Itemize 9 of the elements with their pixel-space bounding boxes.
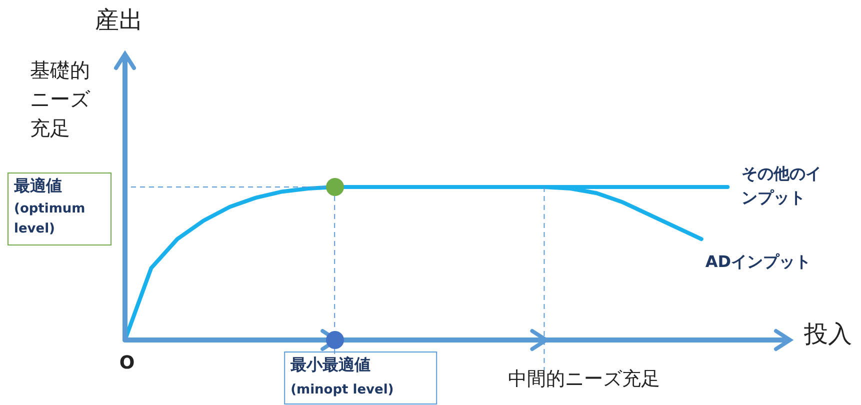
series-label: ADインプット bbox=[705, 252, 812, 272]
text: 産出 bbox=[95, 6, 143, 34]
ref-line-label: 最適値 (optimum level) bbox=[13, 176, 86, 236]
text: O bbox=[119, 352, 135, 374]
text: 中間的ニーズ充足 bbox=[508, 368, 660, 390]
text: 最小最適値 (minopt level) bbox=[290, 355, 394, 398]
series-label: その他のインプット bbox=[742, 164, 822, 208]
x-axis-title: 投入 bbox=[803, 320, 852, 348]
text: 基礎的ニーズ充足 bbox=[30, 58, 91, 140]
